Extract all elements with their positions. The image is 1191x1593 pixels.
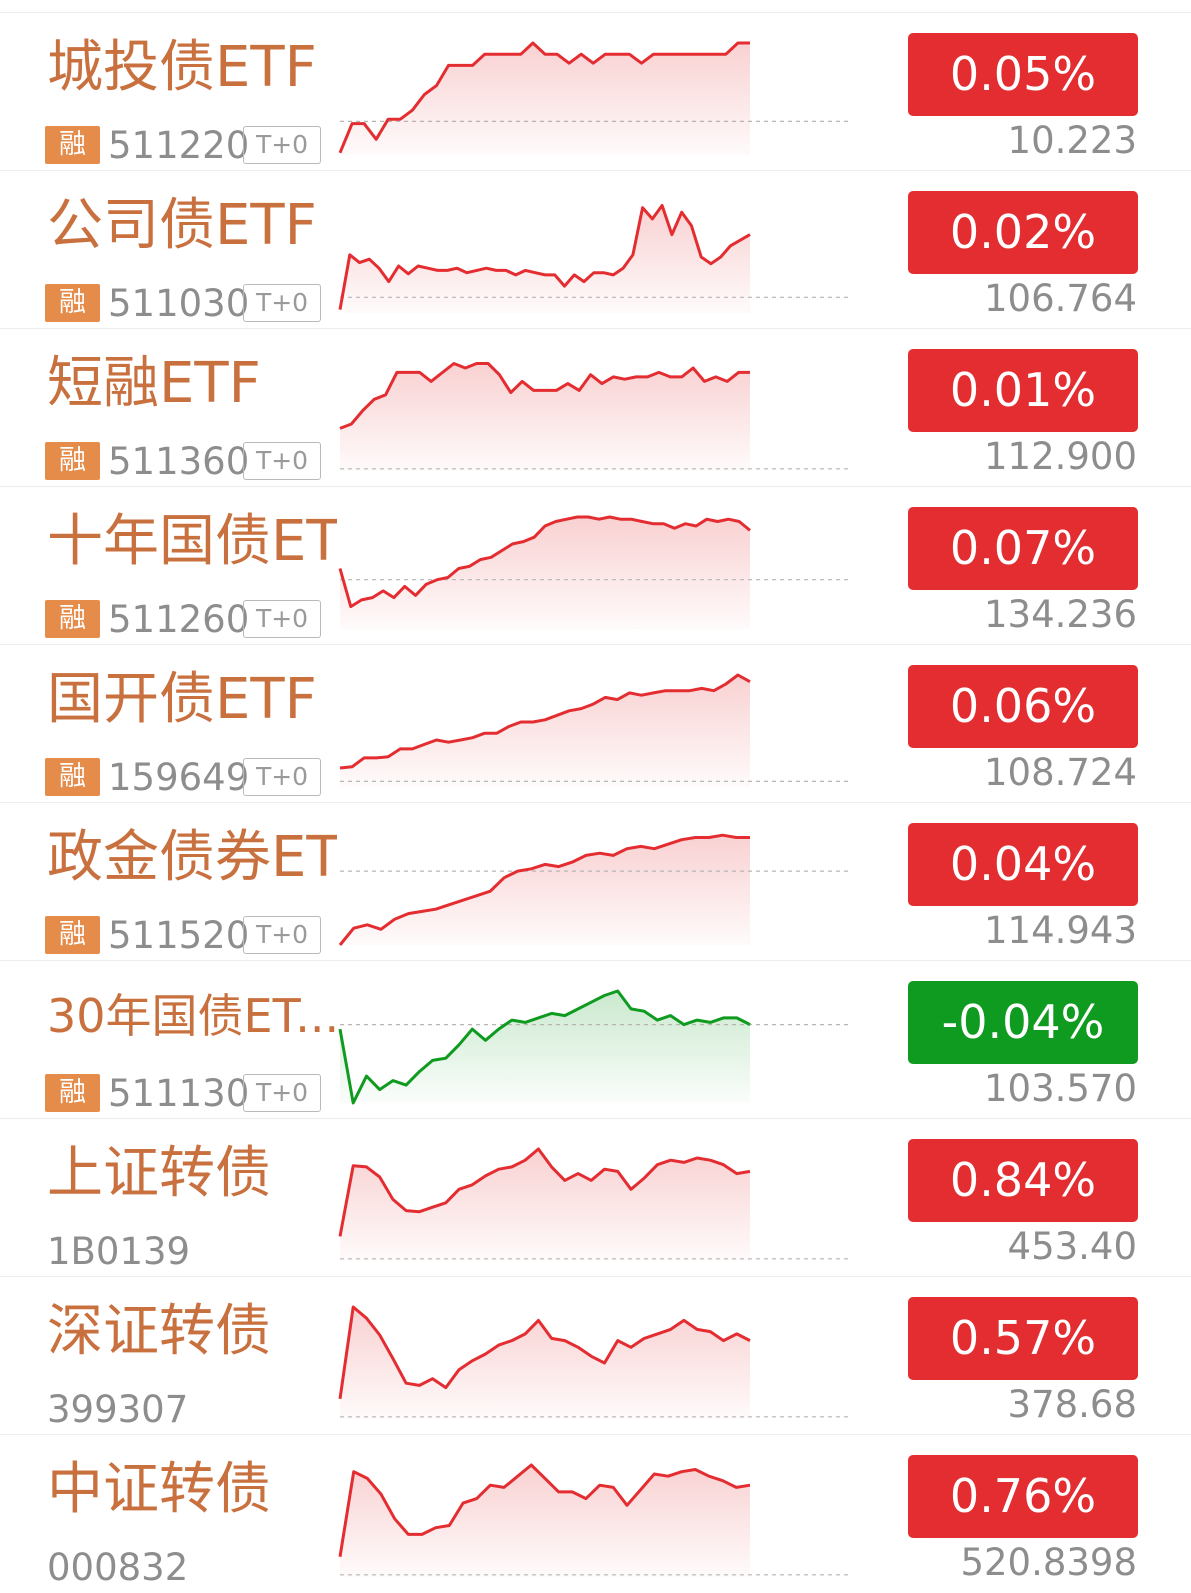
change-percent-badge[interactable]: 0.02% <box>908 191 1138 274</box>
list-item[interactable]: 城投债ETF 融 511220 T+0 0.05% 10.223 <box>0 12 1191 171</box>
margin-badge: 融 <box>45 442 100 480</box>
change-percent-badge[interactable]: 0.06% <box>908 665 1138 748</box>
sparkline-line <box>338 1147 751 1237</box>
sparkline-area <box>340 205 750 313</box>
list-item[interactable]: 深证转债 399307 0.57% 378.68 <box>0 1276 1191 1435</box>
security-code: 399307 <box>47 1388 189 1431</box>
intraday-sparkline <box>338 989 852 1105</box>
change-percent-badge[interactable]: 0.01% <box>908 349 1138 432</box>
sparkline-line <box>338 1305 751 1400</box>
intraday-sparkline <box>338 41 852 155</box>
sparkline-area <box>340 517 750 629</box>
security-name: 十年国债ETF <box>47 509 337 574</box>
list-item[interactable]: 中证转债 000832 0.76% 520.8398 <box>0 1434 1191 1593</box>
sparkline-line <box>338 833 750 946</box>
change-percent-badge[interactable]: -0.04% <box>908 981 1138 1064</box>
t0-tag: T+0 <box>243 1074 321 1112</box>
last-price: 453.40 <box>1007 1225 1137 1268</box>
change-percent-badge[interactable]: 0.05% <box>908 33 1138 116</box>
security-name: 城投债ETF <box>47 35 317 100</box>
last-price: 108.724 <box>983 751 1137 794</box>
change-percent-badge[interactable]: 0.57% <box>908 1297 1138 1380</box>
t0-tag: T+0 <box>243 126 321 164</box>
list-item[interactable]: 短融ETF 融 511360 T+0 0.01% 112.900 <box>0 328 1191 487</box>
security-code: 511130 <box>108 1072 250 1115</box>
intraday-sparkline <box>338 1463 852 1577</box>
sparkline-line <box>338 989 751 1105</box>
security-name: 深证转债 <box>47 1299 271 1364</box>
security-code: 159649 <box>108 756 250 799</box>
security-name: 短融ETF <box>47 351 261 416</box>
last-price: 106.764 <box>983 277 1137 320</box>
security-name: 中证转债 <box>47 1457 271 1522</box>
security-name: 上证转债 <box>47 1141 271 1206</box>
last-price: 520.8398 <box>960 1541 1137 1584</box>
sparkline-area <box>340 1149 750 1261</box>
last-price: 114.943 <box>983 909 1137 952</box>
sparkline-line <box>339 362 750 430</box>
sparkline-area <box>340 43 750 155</box>
security-code: 1B0139 <box>47 1230 191 1273</box>
t0-tag: T+0 <box>243 916 321 954</box>
t0-tag: T+0 <box>243 442 321 480</box>
sparkline-area <box>340 363 750 471</box>
change-percent-badge[interactable]: 0.84% <box>908 1139 1138 1222</box>
list-item[interactable]: 国开债ETF 融 159649 T+0 0.06% 108.724 <box>0 644 1191 803</box>
security-code: 511260 <box>108 598 250 641</box>
change-percent-badge[interactable]: 0.04% <box>908 823 1138 906</box>
sparkline-area <box>340 675 750 787</box>
sparkline-area <box>340 1307 750 1419</box>
security-code: 511220 <box>108 124 250 167</box>
t0-tag: T+0 <box>243 758 321 796</box>
sparkline-line <box>338 204 751 310</box>
margin-badge: 融 <box>45 284 100 322</box>
list-item[interactable]: 上证转债 1B0139 0.84% 453.40 <box>0 1118 1191 1277</box>
sparkline-area <box>340 1465 750 1577</box>
security-name: 国开债ETF <box>47 667 317 732</box>
security-code: 511030 <box>108 282 250 325</box>
security-code: 511360 <box>108 440 250 483</box>
sparkline-area <box>340 991 750 1103</box>
list-item[interactable]: 公司债ETF 融 511030 T+0 0.02% 106.764 <box>0 170 1191 329</box>
intraday-sparkline <box>339 673 852 787</box>
security-code: 000832 <box>47 1546 189 1589</box>
intraday-sparkline <box>338 833 852 946</box>
margin-badge: 融 <box>45 916 100 954</box>
last-price: 134.236 <box>983 593 1137 636</box>
list-item[interactable]: 30年国债ET... 融 511130 T+0 -0.04% 103.570 <box>0 960 1191 1119</box>
sparkline-area <box>340 835 750 945</box>
last-price: 112.900 <box>983 435 1137 478</box>
margin-badge: 融 <box>45 1074 100 1112</box>
margin-badge: 融 <box>45 758 100 796</box>
security-name: 30年国债ET... <box>47 989 337 1043</box>
sparkline-line <box>339 673 751 770</box>
sparkline-line <box>338 515 751 609</box>
margin-badge: 融 <box>45 126 100 164</box>
sparkline-line <box>338 41 750 154</box>
security-code: 511520 <box>108 914 250 957</box>
last-price: 10.223 <box>1007 119 1137 162</box>
intraday-sparkline <box>338 204 852 313</box>
intraday-sparkline <box>338 1147 852 1261</box>
intraday-sparkline <box>338 515 852 629</box>
t0-tag: T+0 <box>243 600 321 638</box>
sparkline-line <box>338 1463 751 1558</box>
change-percent-badge[interactable]: 0.07% <box>908 507 1138 590</box>
intraday-sparkline <box>338 1305 852 1419</box>
margin-badge: 融 <box>45 600 100 638</box>
last-price: 378.68 <box>1007 1383 1137 1426</box>
security-name: 政金债券ETF <box>47 825 337 890</box>
t0-tag: T+0 <box>243 284 321 322</box>
intraday-sparkline <box>339 362 852 471</box>
security-name: 公司债ETF <box>47 193 317 258</box>
change-percent-badge[interactable]: 0.76% <box>908 1455 1138 1538</box>
last-price: 103.570 <box>983 1067 1137 1110</box>
